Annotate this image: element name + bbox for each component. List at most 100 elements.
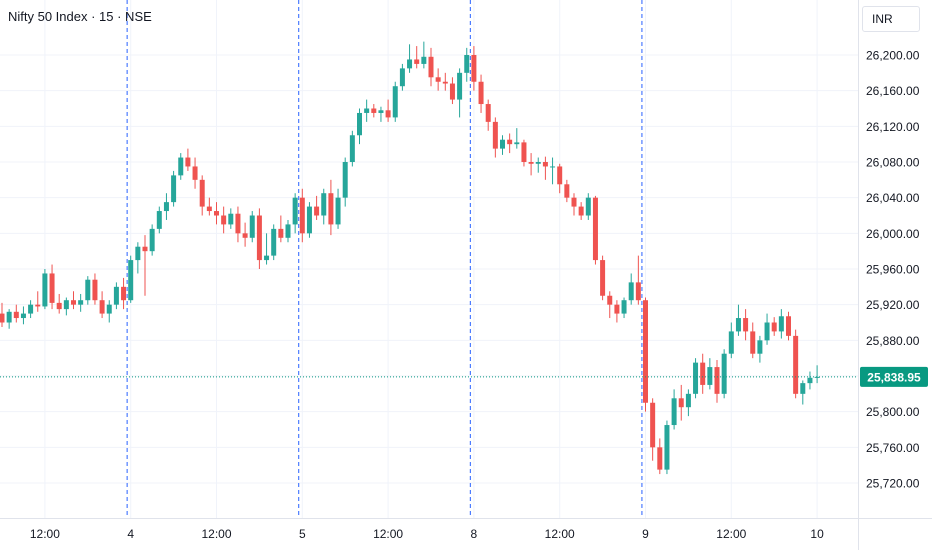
- candle-up[interactable]: [378, 110, 384, 113]
- candle-up[interactable]: [685, 393, 691, 408]
- candle-down[interactable]: [507, 139, 513, 145]
- candle-up[interactable]: [271, 228, 277, 256]
- candle-down[interactable]: [299, 197, 305, 234]
- candle-down[interactable]: [221, 215, 227, 225]
- candle-down[interactable]: [435, 77, 441, 82]
- candle-down[interactable]: [478, 81, 484, 105]
- candle-up[interactable]: [321, 193, 327, 216]
- candle-up[interactable]: [163, 202, 169, 212]
- candle-down[interactable]: [71, 300, 76, 305]
- candle-up[interactable]: [514, 142, 520, 145]
- candle-up[interactable]: [28, 304, 34, 314]
- candle-down[interactable]: [492, 121, 498, 149]
- candle-down[interactable]: [0, 313, 5, 323]
- candle-up[interactable]: [292, 197, 298, 225]
- candle-down[interactable]: [650, 402, 656, 448]
- candle-up[interactable]: [457, 72, 463, 100]
- candle-up[interactable]: [550, 166, 556, 168]
- candle-up[interactable]: [585, 197, 591, 216]
- candle-up[interactable]: [392, 86, 398, 118]
- candle-up[interactable]: [20, 313, 26, 319]
- candle-down[interactable]: [371, 108, 377, 113]
- candle-down[interactable]: [385, 110, 391, 118]
- candle-up[interactable]: [63, 300, 69, 310]
- candle-up[interactable]: [171, 175, 177, 203]
- candle-down[interactable]: [750, 331, 756, 354]
- candle-up[interactable]: [357, 112, 362, 136]
- candle-down[interactable]: [657, 447, 663, 470]
- candle-up[interactable]: [349, 135, 355, 162]
- candle-down[interactable]: [121, 286, 127, 301]
- candle-down[interactable]: [528, 162, 534, 164]
- candle-down[interactable]: [185, 157, 191, 167]
- candle-down[interactable]: [328, 193, 334, 225]
- candle-down[interactable]: [214, 211, 219, 216]
- candle-up[interactable]: [42, 273, 48, 307]
- candle-down[interactable]: [542, 162, 548, 167]
- currency-button[interactable]: INR: [862, 6, 920, 32]
- candle-down[interactable]: [278, 228, 284, 238]
- candle-up[interactable]: [156, 211, 162, 229]
- candle-up[interactable]: [464, 55, 470, 73]
- candle-down[interactable]: [592, 197, 598, 261]
- candle-up[interactable]: [628, 282, 634, 301]
- candle-down[interactable]: [99, 300, 105, 314]
- candle-up[interactable]: [735, 318, 741, 332]
- candle-down[interactable]: [314, 206, 320, 216]
- candle-down[interactable]: [442, 81, 448, 84]
- candle-up[interactable]: [335, 197, 341, 225]
- candle-down[interactable]: [92, 279, 98, 301]
- candle-up[interactable]: [6, 311, 12, 323]
- candle-down[interactable]: [49, 273, 55, 303]
- candle-down[interactable]: [614, 304, 620, 314]
- candle-down[interactable]: [600, 260, 606, 296]
- candle-down[interactable]: [678, 398, 684, 408]
- candle-down[interactable]: [786, 316, 791, 336]
- candle-down[interactable]: [35, 304, 41, 307]
- candle-up[interactable]: [707, 367, 713, 385]
- candle-down[interactable]: [449, 83, 455, 100]
- candle-up[interactable]: [113, 286, 119, 305]
- candle-up[interactable]: [228, 213, 234, 225]
- candle-up[interactable]: [106, 304, 112, 314]
- candle-up[interactable]: [664, 425, 670, 470]
- candle-down[interactable]: [13, 311, 19, 319]
- candle-down[interactable]: [714, 367, 720, 394]
- candle-down[interactable]: [242, 233, 248, 238]
- candle-down[interactable]: [793, 335, 799, 394]
- candle-up[interactable]: [135, 246, 141, 261]
- candle-down[interactable]: [521, 142, 527, 162]
- candle-down[interactable]: [56, 302, 62, 310]
- candle-up[interactable]: [764, 322, 770, 341]
- candle-down[interactable]: [564, 184, 570, 198]
- candle-down[interactable]: [192, 166, 198, 180]
- candle-down[interactable]: [578, 206, 584, 216]
- candle-up[interactable]: [621, 300, 627, 314]
- candle-up[interactable]: [814, 376, 820, 378]
- candle-up[interactable]: [500, 139, 505, 149]
- candle-up[interactable]: [128, 260, 134, 301]
- candle-down[interactable]: [206, 206, 212, 212]
- candle-down[interactable]: [643, 300, 648, 403]
- candle-down[interactable]: [607, 295, 613, 305]
- candle-up[interactable]: [178, 157, 184, 176]
- candle-up[interactable]: [249, 215, 255, 238]
- candle-up[interactable]: [757, 340, 763, 354]
- candle-up[interactable]: [264, 255, 270, 261]
- candle-down[interactable]: [571, 197, 577, 207]
- candle-up[interactable]: [671, 398, 677, 426]
- candle-up[interactable]: [800, 383, 806, 394]
- candle-up[interactable]: [535, 162, 541, 164]
- candle-up[interactable]: [693, 362, 699, 394]
- candle-up[interactable]: [364, 108, 370, 113]
- candle-up[interactable]: [149, 228, 155, 252]
- candle-up[interactable]: [399, 68, 405, 87]
- candle-down[interactable]: [142, 246, 148, 252]
- candle-up[interactable]: [78, 300, 84, 305]
- candle-up[interactable]: [728, 331, 734, 354]
- candle-up[interactable]: [342, 162, 348, 198]
- candle-down[interactable]: [771, 322, 777, 332]
- candle-down[interactable]: [700, 362, 706, 385]
